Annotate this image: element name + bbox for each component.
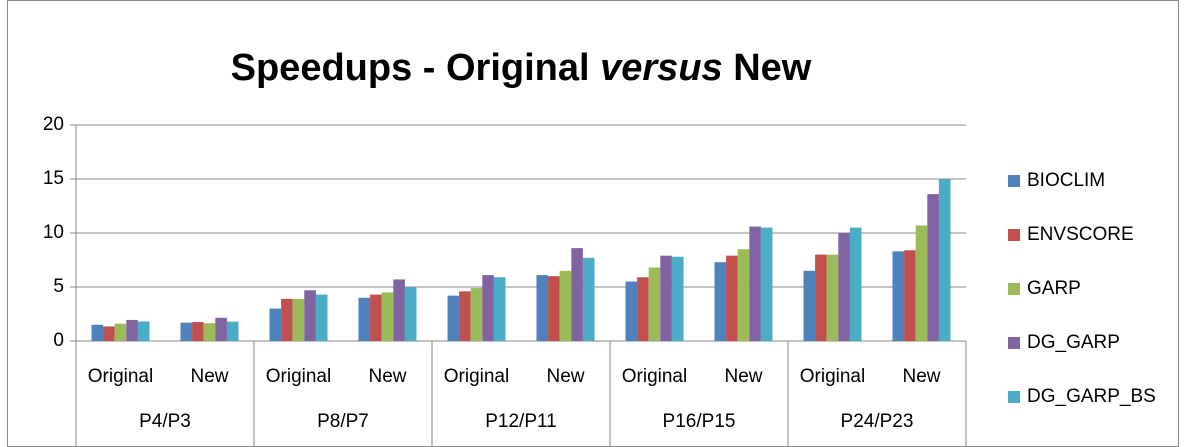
bar — [482, 275, 494, 341]
group-label: P8/P7 — [317, 411, 369, 432]
group-label: P16/P15 — [663, 411, 736, 432]
x-tick-label: New — [546, 366, 584, 387]
bar — [803, 270, 816, 341]
x-tick-label: New — [368, 366, 406, 387]
bar — [660, 255, 672, 341]
x-tick-label: Original — [266, 366, 331, 387]
bar — [559, 270, 572, 341]
legend-swatch — [1008, 337, 1020, 349]
bar — [470, 288, 483, 341]
bar — [447, 295, 460, 341]
bar — [203, 323, 216, 341]
x-tick-label: Original — [800, 366, 865, 387]
x-tick-label: New — [190, 366, 228, 387]
group-label: P24/P23 — [841, 411, 914, 432]
y-tick-label: 10 — [43, 222, 64, 243]
bar — [381, 292, 394, 341]
bar — [849, 227, 862, 341]
legend-label: GARP — [1027, 278, 1081, 299]
bar — [393, 279, 405, 341]
bar — [548, 276, 560, 341]
bar — [915, 225, 928, 341]
title-part: versus — [600, 47, 723, 89]
bar — [358, 297, 371, 341]
bar — [892, 251, 905, 341]
bar — [114, 323, 127, 341]
bar — [637, 277, 649, 341]
bar — [536, 275, 549, 341]
bar — [671, 256, 684, 341]
bar — [137, 321, 150, 341]
bar — [180, 322, 193, 341]
legend-swatch — [1008, 175, 1020, 187]
bar — [215, 317, 227, 341]
legend-swatch — [1008, 283, 1020, 295]
bar — [938, 179, 951, 341]
bar — [493, 277, 506, 341]
bar — [737, 249, 750, 341]
y-tick-label: 15 — [43, 168, 64, 189]
bar — [315, 294, 328, 341]
bar — [927, 194, 939, 341]
bar — [126, 319, 138, 341]
group-label: P4/P3 — [139, 411, 191, 432]
bar — [815, 254, 827, 341]
title-part: Speedups - Original — [231, 47, 601, 89]
bar — [582, 257, 595, 341]
chart-border — [7, 0, 1179, 447]
bar — [714, 262, 727, 341]
y-tick-label: 20 — [43, 114, 64, 135]
legend-swatch — [1008, 391, 1020, 403]
bar — [625, 281, 638, 341]
bar — [571, 248, 583, 341]
x-tick-label: New — [902, 366, 940, 387]
legend-label: BIOCLIM — [1027, 170, 1105, 191]
legend-label: DG_GARP — [1027, 332, 1120, 353]
bar — [404, 287, 417, 341]
bar — [292, 298, 305, 341]
bar — [826, 254, 839, 341]
bar — [749, 226, 761, 341]
x-tick-label: Original — [88, 366, 153, 387]
x-tick-label: Original — [622, 366, 687, 387]
bar — [103, 326, 115, 341]
y-tick-label: 0 — [53, 330, 64, 351]
bar — [726, 255, 738, 341]
bar — [904, 250, 916, 341]
bar — [192, 322, 204, 341]
legend-label: DG_GARP_BS — [1027, 386, 1156, 407]
bar — [269, 308, 282, 341]
legend-label: ENVSCORE — [1027, 224, 1134, 245]
bar — [370, 294, 382, 341]
x-tick-label: New — [724, 366, 762, 387]
bar — [760, 227, 773, 341]
title-part: New — [723, 47, 812, 89]
y-tick-label: 5 — [53, 276, 64, 297]
bar — [281, 298, 293, 341]
bar — [459, 291, 471, 341]
group-label: P12/P11 — [485, 411, 556, 432]
x-tick-label: Original — [444, 366, 509, 387]
bar — [226, 321, 239, 341]
bar — [304, 290, 316, 341]
legend-swatch — [1008, 229, 1020, 241]
bar — [91, 324, 104, 341]
chart-title: Speedups - Original versus New — [231, 47, 812, 89]
bar — [648, 267, 661, 341]
bar — [838, 233, 850, 341]
